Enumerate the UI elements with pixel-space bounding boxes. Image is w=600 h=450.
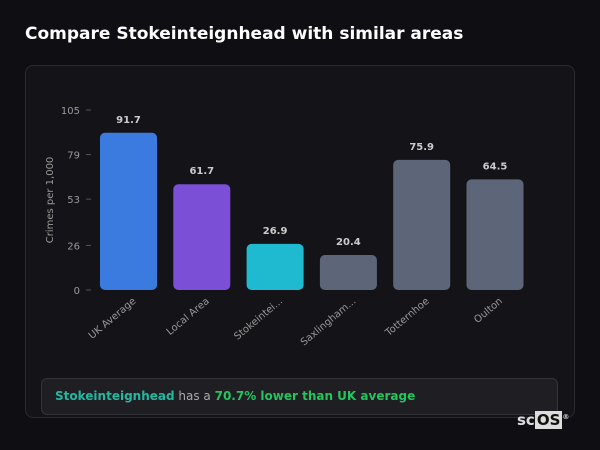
summary-box: Stokeinteignhead has a 70.7% lower than … [41, 378, 558, 415]
y-tick-label: 53 [67, 195, 80, 206]
page-title: Compare Stokeinteignhead with similar ar… [25, 24, 464, 44]
bar[interactable] [393, 159, 451, 290]
data-label: 20.4 [336, 237, 361, 248]
data-label: 91.7 [116, 115, 141, 126]
bar[interactable] [246, 243, 304, 290]
y-tick-label: 26 [67, 241, 80, 252]
x-tick-label: Oulton [472, 296, 505, 326]
data-label: 61.7 [189, 166, 214, 177]
bar[interactable] [466, 179, 524, 290]
x-tick-label: Saxlingham... [299, 296, 358, 348]
y-tick-label: 0 [74, 286, 80, 297]
bar[interactable] [319, 255, 377, 290]
x-tick-label: Totternhoe [383, 296, 432, 339]
x-tick-label: Stokeintei... [232, 296, 285, 343]
summary-text: has a [174, 389, 215, 403]
data-label: 26.9 [263, 226, 288, 237]
data-label: 64.5 [483, 161, 508, 172]
summary-place: Stokeinteignhead [55, 389, 175, 403]
data-label: 75.9 [409, 142, 434, 153]
bar-chart: 0 26 53 79 105 Crimes per 1,000 91.7 UK Average… [45, 106, 524, 348]
y-tick-label: 79 [67, 151, 80, 162]
bar[interactable] [100, 132, 157, 290]
bar[interactable] [173, 184, 231, 290]
x-tick-label: Local Area [165, 296, 212, 338]
y-axis-label: Crimes per 1,000 [45, 157, 56, 244]
y-tick-label: 105 [61, 106, 80, 117]
x-tick-label: UK Average [87, 296, 139, 342]
scos-logo: sc OS ® [517, 411, 570, 429]
summary-stat: 70.7% lower than UK average [214, 389, 416, 403]
